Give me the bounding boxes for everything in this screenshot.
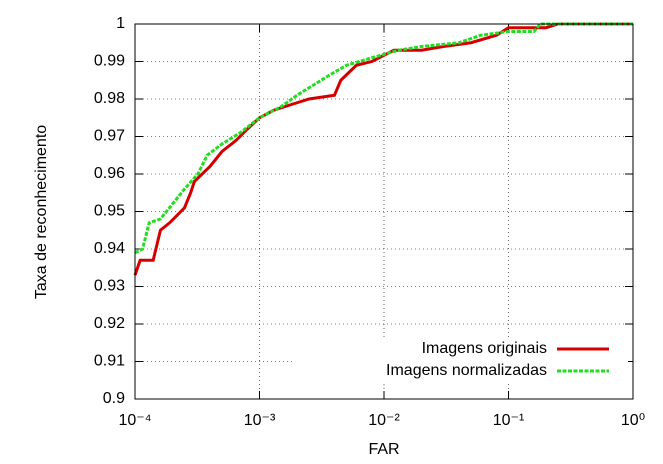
legend-label: Imagens originais — [422, 340, 547, 357]
y-tick-label: 0.92 — [94, 315, 125, 332]
x-tick-label: 10⁻² — [368, 412, 400, 429]
x-tick-label: 10⁻³ — [244, 412, 276, 429]
series-line — [134, 22, 633, 255]
legend-label: Imagens normalizadas — [386, 362, 547, 379]
y-tick-label: 0.98 — [94, 90, 125, 107]
y-tick-label: 0.91 — [94, 353, 125, 370]
y-tick-label: 0.9 — [103, 390, 125, 407]
y-tick-label: 0.95 — [94, 203, 125, 220]
y-axis-label: Taxa de reconhecimento — [33, 125, 50, 299]
y-tick-label: 0.94 — [94, 240, 125, 257]
x-axis-label: FAR — [368, 441, 399, 458]
y-tick-label: 0.96 — [94, 165, 125, 182]
x-tick-label: 10⁻¹ — [493, 412, 525, 429]
y-tick-label: 0.97 — [94, 128, 125, 145]
legend: Imagens originais Imagens normalizadas — [295, 337, 628, 383]
plot-frame — [134, 23, 634, 400]
x-tick-label: 10⁻⁴ — [118, 412, 151, 429]
y-tick-label: 1 — [116, 15, 125, 32]
y-tick-label: 0.93 — [94, 278, 125, 295]
x-tick-label: 10⁰ — [621, 412, 645, 429]
y-tick-label: 0.99 — [94, 53, 125, 70]
series-line — [133, 22, 633, 276]
legend-background — [295, 337, 628, 383]
